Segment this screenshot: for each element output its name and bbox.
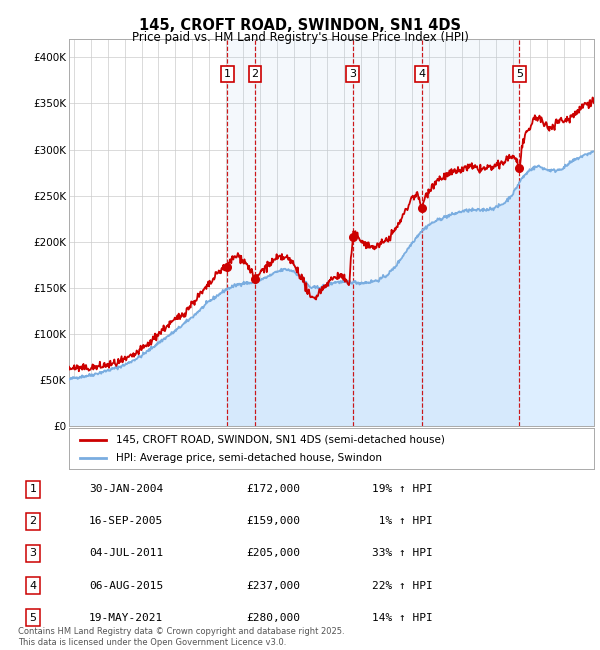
Text: 04-JUL-2011: 04-JUL-2011 <box>89 549 163 558</box>
Text: 22% ↑ HPI: 22% ↑ HPI <box>371 580 433 591</box>
Text: 1: 1 <box>224 69 231 79</box>
Text: 2: 2 <box>251 69 259 79</box>
Text: Contains HM Land Registry data © Crown copyright and database right 2025.
This d: Contains HM Land Registry data © Crown c… <box>18 627 344 647</box>
Text: 33% ↑ HPI: 33% ↑ HPI <box>371 549 433 558</box>
Text: 1% ↑ HPI: 1% ↑ HPI <box>371 516 433 526</box>
Text: £172,000: £172,000 <box>246 484 300 494</box>
Text: £205,000: £205,000 <box>246 549 300 558</box>
Bar <box>353 39 422 426</box>
Text: £237,000: £237,000 <box>246 580 300 591</box>
Text: £159,000: £159,000 <box>246 516 300 526</box>
Text: 5: 5 <box>516 69 523 79</box>
Text: 30-JAN-2004: 30-JAN-2004 <box>89 484 163 494</box>
Bar <box>227 39 255 426</box>
Text: £280,000: £280,000 <box>246 613 300 623</box>
Text: 3: 3 <box>349 69 356 79</box>
Text: 5: 5 <box>29 613 37 623</box>
Text: 19% ↑ HPI: 19% ↑ HPI <box>371 484 433 494</box>
Text: Price paid vs. HM Land Registry's House Price Index (HPI): Price paid vs. HM Land Registry's House … <box>131 31 469 44</box>
Text: 4: 4 <box>29 580 37 591</box>
Text: 19-MAY-2021: 19-MAY-2021 <box>89 613 163 623</box>
Text: 06-AUG-2015: 06-AUG-2015 <box>89 580 163 591</box>
Bar <box>422 39 520 426</box>
Text: HPI: Average price, semi-detached house, Swindon: HPI: Average price, semi-detached house,… <box>116 453 382 463</box>
Text: 1: 1 <box>29 484 37 494</box>
Bar <box>255 39 353 426</box>
Text: 145, CROFT ROAD, SWINDON, SN1 4DS: 145, CROFT ROAD, SWINDON, SN1 4DS <box>139 18 461 32</box>
Text: 3: 3 <box>29 549 37 558</box>
Text: 4: 4 <box>418 69 425 79</box>
Text: 145, CROFT ROAD, SWINDON, SN1 4DS (semi-detached house): 145, CROFT ROAD, SWINDON, SN1 4DS (semi-… <box>116 435 445 445</box>
Text: 2: 2 <box>29 516 37 526</box>
Text: 16-SEP-2005: 16-SEP-2005 <box>89 516 163 526</box>
Text: 14% ↑ HPI: 14% ↑ HPI <box>371 613 433 623</box>
